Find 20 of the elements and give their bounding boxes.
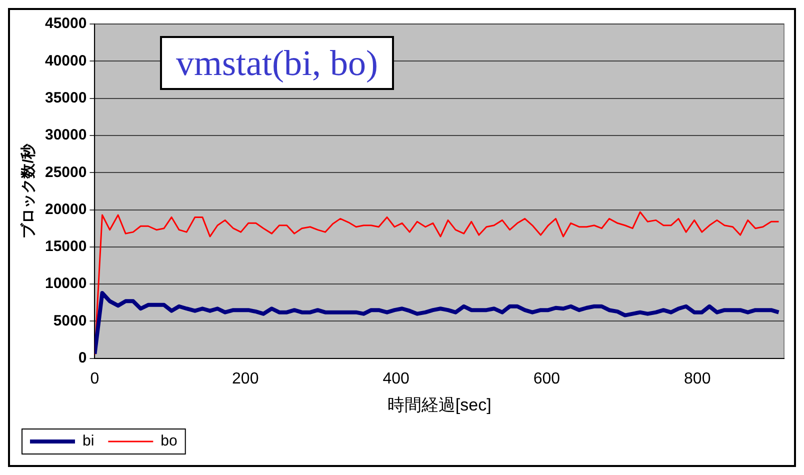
y-tick-label: 0 [78,350,87,367]
x-tick-label: 600 [533,370,560,388]
y-tick-label: 25000 [44,164,87,181]
text: vmstat(bi, bo) [160,36,394,90]
x-tick-label: 0 [90,370,100,388]
x-tick-label: 200 [232,370,259,388]
x-tick-label: 400 [382,370,410,388]
x-axis-title: 時間経過[sec] [387,395,492,414]
y-tick-label: 20000 [44,200,87,218]
y-tick-label: 30000 [44,126,87,144]
y-tick-label: 40000 [44,52,87,70]
legend-label: bi [82,432,94,450]
y-axis-title: ブロック数/秒 [20,143,38,238]
y-tick-label: 10000 [44,275,87,292]
y-tick-label: 5000 [53,312,87,330]
y-tick-label: 35000 [44,89,87,106]
legend-label: bo [160,432,178,450]
y-tick-label: 15000 [44,238,87,256]
x-tick-label: 800 [684,370,711,388]
y-tick-label: 45000 [44,15,87,32]
